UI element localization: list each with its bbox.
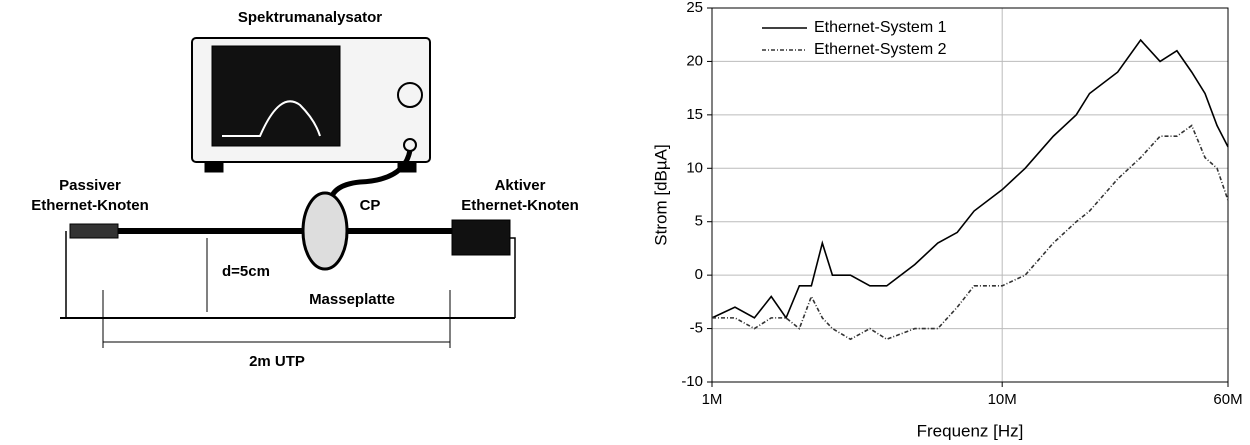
x-tick-label: 60M [1213,391,1242,408]
series-line [712,124,1229,341]
legend-label: Ethernet-System 2 [814,41,947,58]
y-tick-label: 25 [686,0,703,16]
y-tick-label: 0 [695,266,703,283]
analyzer-knob [397,82,423,108]
analyzer-label: Spektrumanalysator [238,9,382,26]
screen-curve [222,100,321,137]
active-node [451,219,511,256]
analyzer-screen [211,45,341,147]
foot [204,161,224,173]
y-tick-label: 5 [695,213,703,230]
series-line [711,38,1229,320]
node-label: Passiver [59,177,121,194]
ground-label: Masseplatte [309,291,395,308]
node-label: Aktiver [495,177,546,194]
x-axis-label: Frequenz [Hz] [917,421,1024,440]
cable-label: 2m UTP [249,353,305,370]
y-tick-label: -5 [690,320,703,337]
probe-label: CP [360,197,381,214]
node-label: Ethernet-Knoten [461,197,579,214]
y-axis-label: Strom [dBµA] [651,144,670,245]
legend-label: Ethernet-System 1 [814,19,947,36]
distance-label: d=5cm [222,263,270,280]
passive-node [69,223,119,239]
ground-wire [510,237,516,318]
y-tick-label: 10 [686,159,703,176]
x-tick-label: 1M [702,391,723,408]
y-tick-label: 20 [686,52,703,69]
y-tick-label: 15 [686,106,703,123]
setup-diagram [60,37,516,348]
y-tick-label: -10 [681,373,703,390]
node-label: Ethernet-Knoten [31,197,149,214]
x-tick-label: 10M [988,391,1017,408]
current-probe [301,191,349,271]
plot-frame [711,7,1229,383]
